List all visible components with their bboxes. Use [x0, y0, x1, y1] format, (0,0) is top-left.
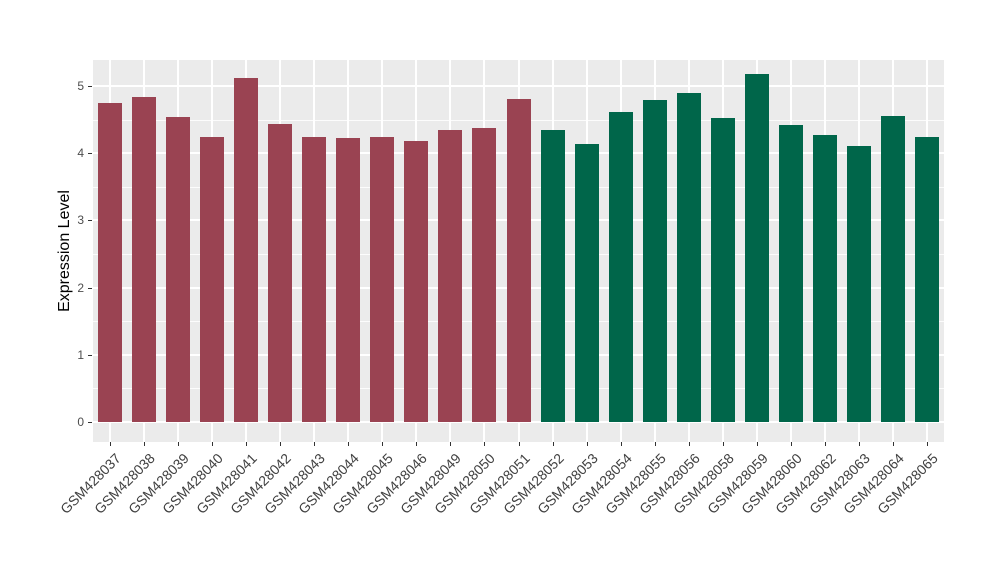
- y-tick-mark: [88, 220, 92, 221]
- y-tick-mark: [88, 422, 92, 423]
- x-tick-mark: [280, 442, 281, 446]
- bar-GSM428038: [132, 97, 156, 422]
- y-tick-label: 2: [77, 281, 84, 295]
- bar-GSM428050: [472, 128, 496, 422]
- bar-GSM428041: [234, 78, 258, 422]
- y-tick-mark: [88, 288, 92, 289]
- x-tick-mark: [723, 442, 724, 446]
- x-tick-mark: [553, 442, 554, 446]
- bar-GSM428039: [166, 117, 190, 422]
- bar-GSM428043: [302, 137, 326, 422]
- bar-GSM428063: [847, 146, 871, 422]
- bar-GSM428046: [404, 141, 428, 422]
- bar-GSM428055: [643, 100, 667, 422]
- y-tick-label: 3: [77, 213, 84, 227]
- y-tick-label: 0: [77, 415, 84, 429]
- x-tick-mark: [484, 442, 485, 446]
- x-tick-mark: [825, 442, 826, 446]
- x-tick-mark: [893, 442, 894, 446]
- x-tick-mark: [655, 442, 656, 446]
- y-tick-label: 5: [77, 79, 84, 93]
- x-tick-mark: [110, 442, 111, 446]
- x-tick-mark: [927, 442, 928, 446]
- bar-GSM428049: [438, 130, 462, 422]
- x-tick-mark: [314, 442, 315, 446]
- y-tick-mark: [88, 153, 92, 154]
- x-tick-mark: [416, 442, 417, 446]
- bar-GSM428052: [541, 130, 565, 422]
- bar-GSM428042: [268, 124, 292, 422]
- x-tick-mark: [348, 442, 349, 446]
- bar-GSM428051: [507, 99, 531, 422]
- y-tick-mark: [88, 355, 92, 356]
- x-tick-mark: [450, 442, 451, 446]
- y-tick-label: 1: [77, 348, 84, 362]
- x-tick-mark: [178, 442, 179, 446]
- x-tick-mark: [519, 442, 520, 446]
- bar-GSM428044: [336, 138, 360, 422]
- bar-GSM428045: [370, 137, 394, 422]
- x-tick-mark: [382, 442, 383, 446]
- x-tick-mark: [859, 442, 860, 446]
- bar-GSM428065: [915, 137, 939, 422]
- x-tick-mark: [246, 442, 247, 446]
- x-tick-mark: [212, 442, 213, 446]
- bar-GSM428059: [745, 74, 769, 422]
- bar-GSM428053: [575, 144, 599, 422]
- bar-GSM428062: [813, 135, 837, 422]
- y-tick-label: 4: [77, 146, 84, 160]
- bar-GSM428054: [609, 112, 633, 422]
- x-tick-mark: [791, 442, 792, 446]
- x-tick-mark: [757, 442, 758, 446]
- x-tick-mark: [587, 442, 588, 446]
- bar-GSM428040: [200, 137, 224, 422]
- x-tick-mark: [144, 442, 145, 446]
- bar-GSM428037: [98, 103, 122, 422]
- bar-GSM428064: [881, 116, 905, 422]
- bar-GSM428056: [677, 93, 701, 422]
- bar-GSM428058: [711, 118, 735, 422]
- x-tick-mark: [621, 442, 622, 446]
- plot-panel: [93, 60, 944, 442]
- bar-GSM428060: [779, 125, 803, 422]
- y-tick-mark: [88, 86, 92, 87]
- x-tick-mark: [689, 442, 690, 446]
